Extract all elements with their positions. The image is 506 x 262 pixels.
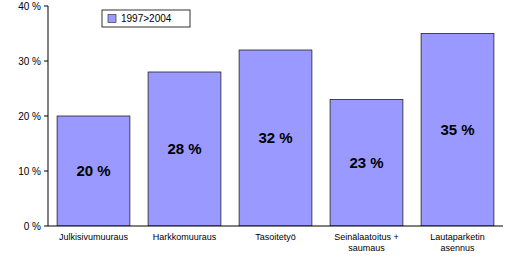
data-label: 35 %: [440, 121, 474, 138]
x-tick-label: Julkisivumuuraus: [59, 232, 129, 242]
y-tick-label: 10 %: [18, 166, 41, 177]
bar: [421, 34, 494, 227]
x-tick-label-line: asennus: [440, 243, 475, 253]
bar: [57, 116, 130, 226]
legend: 1997>2004: [102, 10, 190, 27]
data-label: 23 %: [349, 154, 383, 171]
y-tick-label: 30 %: [18, 56, 41, 67]
x-tick-label-line: Tasoitetyö: [255, 232, 296, 242]
chart: 20 % 28 % 32 % 23 % 35 % 0 % 10 % 20 % 30 % 40 % J…: [0, 0, 506, 262]
legend-swatch: [108, 15, 116, 23]
bars: [57, 34, 494, 227]
x-tick-label: Seinälaatoitus +saumaus: [334, 232, 398, 253]
y-tick: [44, 226, 48, 227]
x-tick-label-line: Harkkomuuraus: [153, 232, 217, 242]
y-tick-label: 40 %: [18, 1, 41, 12]
data-label: 28 %: [167, 140, 201, 157]
x-tick-label-line: saumaus: [348, 243, 385, 253]
x-axis: [48, 226, 503, 227]
bar: [239, 50, 312, 226]
y-tick: [44, 171, 48, 172]
bar: [330, 100, 403, 227]
y-tick: [44, 6, 48, 7]
y-tick-label: 0 %: [24, 221, 41, 232]
data-label: 20 %: [76, 162, 110, 179]
y-tick-label: 20 %: [18, 111, 41, 122]
x-tick-label: Lautaparketinasennus: [430, 232, 485, 253]
data-label: 32 %: [258, 129, 292, 146]
y-tick: [44, 61, 48, 62]
x-tick-label: Tasoitetyö: [255, 232, 296, 242]
x-tick-label-line: Julkisivumuuraus: [59, 232, 129, 242]
legend-box: [102, 10, 190, 27]
y-tick: [44, 116, 48, 117]
legend-label: 1997>2004: [121, 13, 172, 24]
x-tick-label-line: Lautaparketin: [430, 232, 485, 242]
x-tick-label-line: Seinälaatoitus +: [334, 232, 398, 242]
bar: [148, 72, 221, 226]
x-tick-label: Harkkomuuraus: [153, 232, 217, 242]
